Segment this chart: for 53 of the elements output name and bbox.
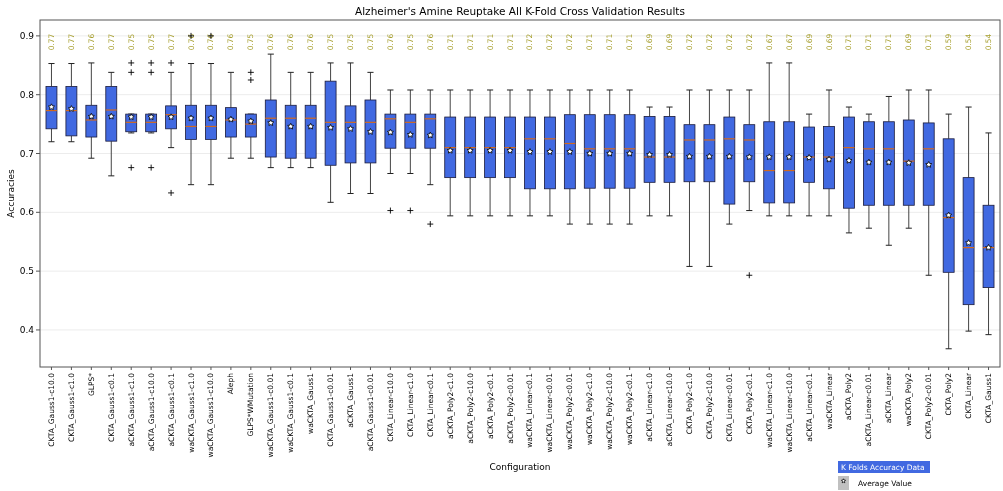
point bbox=[48, 103, 55, 111]
y-axis-title: Accuracies bbox=[6, 168, 16, 218]
point bbox=[506, 146, 514, 154]
point bbox=[367, 128, 374, 135]
point bbox=[546, 148, 554, 155]
point bbox=[666, 151, 673, 158]
y-tick-label: 0.6 bbox=[19, 207, 35, 218]
point bbox=[566, 148, 574, 155]
point bbox=[287, 122, 295, 130]
point bbox=[267, 119, 275, 126]
point bbox=[327, 124, 335, 131]
point bbox=[626, 149, 634, 157]
point bbox=[765, 153, 773, 161]
point bbox=[925, 161, 933, 168]
point bbox=[107, 112, 115, 120]
point bbox=[945, 211, 953, 219]
point bbox=[207, 114, 215, 122]
point bbox=[705, 152, 713, 160]
point bbox=[406, 131, 414, 138]
chart-title: Alzheimer's Amine Reuptake All K-Fold Cross Validation Results bbox=[355, 5, 685, 17]
point bbox=[686, 152, 693, 160]
point bbox=[67, 105, 75, 112]
point bbox=[905, 159, 913, 166]
point bbox=[247, 117, 255, 125]
point bbox=[965, 239, 973, 246]
y-tick-label: 0.5 bbox=[19, 266, 34, 277]
point bbox=[187, 114, 195, 122]
point bbox=[745, 153, 753, 161]
point bbox=[646, 151, 654, 158]
point bbox=[127, 113, 135, 121]
point bbox=[347, 125, 354, 132]
point bbox=[486, 146, 494, 154]
point bbox=[386, 128, 394, 136]
point bbox=[87, 112, 95, 120]
point bbox=[426, 131, 434, 139]
point bbox=[466, 146, 474, 154]
point bbox=[147, 113, 155, 121]
point bbox=[885, 158, 893, 166]
point bbox=[526, 148, 534, 155]
point bbox=[307, 122, 315, 130]
y-tick-label: 0.4 bbox=[19, 324, 35, 335]
point bbox=[865, 158, 873, 166]
point bbox=[606, 149, 614, 157]
point bbox=[586, 149, 594, 157]
point bbox=[785, 153, 793, 161]
point bbox=[446, 146, 454, 154]
y-tick-label: 0.7 bbox=[19, 148, 34, 159]
point bbox=[725, 152, 733, 160]
y-tick-label: 0.9 bbox=[19, 30, 35, 41]
point bbox=[825, 155, 833, 163]
y-tick-label: 0.8 bbox=[19, 89, 35, 100]
x-axis-title: Configuration bbox=[489, 462, 551, 472]
point bbox=[845, 156, 853, 164]
